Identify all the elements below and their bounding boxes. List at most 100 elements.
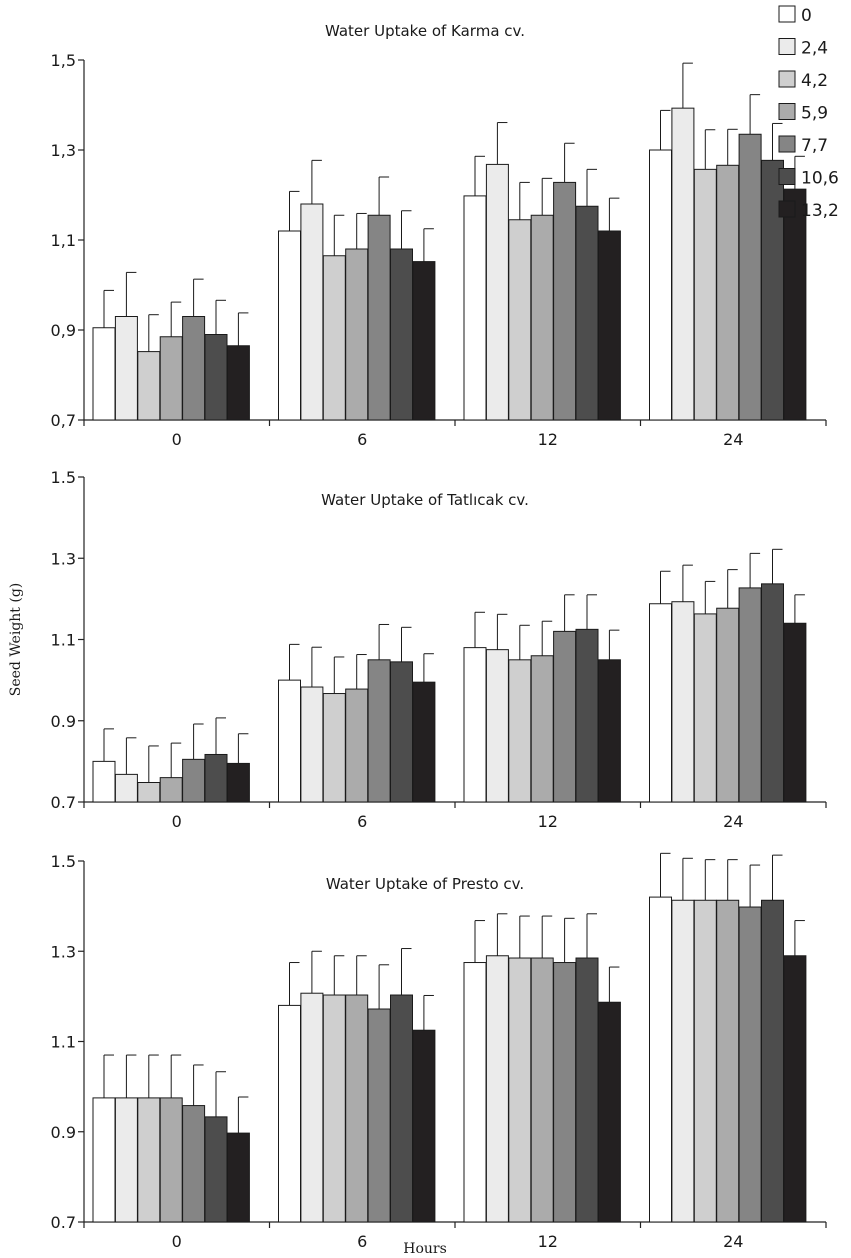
x-tick-label: 24 [723, 1232, 743, 1251]
bar [783, 188, 807, 421]
x-tick-label: 12 [538, 812, 558, 831]
bar [182, 1105, 206, 1223]
legend-swatch [778, 168, 796, 185]
legend-label: 5,9 [801, 104, 828, 124]
y-tick-label: 0.7 [51, 793, 76, 812]
y-tick-label: 1,5 [51, 51, 76, 70]
bar [300, 686, 324, 803]
legend-swatch [778, 70, 796, 88]
bar [412, 681, 436, 803]
bar [597, 1001, 621, 1223]
x-tick-label: 6 [357, 430, 367, 449]
bar [508, 957, 532, 1223]
legend-swatch [778, 5, 796, 23]
x-tick-label: 0 [172, 430, 182, 449]
x-tick-label: 24 [723, 430, 743, 449]
bar [671, 601, 695, 803]
bar [159, 1097, 183, 1223]
bar [693, 168, 717, 421]
bar [649, 603, 672, 803]
x-tick-label: 0 [172, 812, 182, 831]
y-tick-label: 1.1 [51, 631, 76, 650]
bar [367, 1008, 391, 1223]
bar [485, 955, 509, 1223]
bar [278, 1004, 301, 1223]
bar [114, 773, 138, 803]
bar [463, 647, 487, 803]
bar [92, 327, 116, 421]
bar [226, 1132, 250, 1223]
bar [530, 655, 554, 803]
bar [204, 1116, 228, 1223]
y-tick-label: 1.5 [51, 852, 76, 871]
bar [463, 962, 487, 1223]
y-tick-label: 1.3 [51, 549, 76, 568]
chart-panel-2: Water Uptake of Presto cv. 0.7 0.9 1.1 1.3 1.… [51, 852, 827, 1257]
bar [716, 164, 740, 421]
bar [761, 583, 784, 803]
bar [508, 659, 532, 803]
chart-title: Water Uptake of Karma cv. [325, 22, 525, 40]
legend-swatch [778, 38, 796, 55]
bar [114, 316, 138, 421]
bar [530, 214, 554, 421]
bar [226, 345, 250, 421]
bar [390, 661, 413, 803]
y-tick-label: 1.3 [51, 942, 76, 961]
bar [114, 1097, 138, 1223]
bar [182, 758, 206, 803]
legend-swatch [778, 103, 796, 120]
y-axis-label: Seed Weight (g) [8, 583, 24, 697]
x-tick-label: 24 [723, 812, 743, 831]
bar [716, 899, 740, 1223]
bar [649, 149, 672, 421]
y-tick-label: 1,3 [51, 141, 76, 160]
bar [345, 994, 369, 1223]
bar [553, 181, 577, 421]
x-tick-label: 6 [357, 1232, 367, 1251]
legend-swatch [778, 200, 796, 218]
bar [367, 659, 391, 803]
bar [204, 753, 228, 803]
chart-title: Water Uptake of Presto cv. [326, 875, 524, 893]
bar [322, 693, 346, 803]
legend-label: 2,4 [801, 39, 828, 59]
bar [226, 762, 250, 803]
bar [693, 613, 717, 803]
bar [671, 899, 695, 1223]
bar [575, 628, 599, 803]
x-tick-label: 0 [172, 1232, 182, 1251]
y-tick-label: 1.5 [51, 468, 76, 487]
bar [390, 248, 413, 421]
bar [783, 622, 807, 803]
x-tick-label: 6 [357, 812, 367, 831]
bar [671, 107, 695, 421]
bar [783, 955, 807, 1223]
bar [159, 336, 183, 421]
x-axis-label: Hours [403, 1241, 447, 1257]
bar [761, 899, 784, 1223]
bar [390, 994, 413, 1223]
bar [137, 1097, 161, 1223]
bar [738, 906, 762, 1223]
bar [716, 607, 740, 803]
chart-panel-0: Water Uptake of Karma cv. 0,7 0,9 1,1 1,3 1,5… [51, 22, 827, 449]
y-tick-label: 0,7 [51, 411, 76, 430]
bar [761, 159, 784, 421]
bar [485, 649, 509, 803]
bar [553, 630, 577, 803]
legend-label: 10,6 [801, 169, 839, 189]
bar [575, 957, 599, 1223]
bar [597, 659, 621, 803]
bar [738, 133, 762, 421]
y-tick-label: 0.9 [51, 712, 76, 731]
bar [137, 782, 161, 803]
legend-label: 4,2 [801, 71, 828, 91]
bar [367, 214, 391, 421]
bar [553, 962, 577, 1223]
legend: 0 2,4 4,2 5,9 7,7 10,6 13,2 [778, 5, 839, 221]
bar [92, 760, 116, 803]
bar [575, 205, 599, 421]
bar [412, 261, 436, 421]
